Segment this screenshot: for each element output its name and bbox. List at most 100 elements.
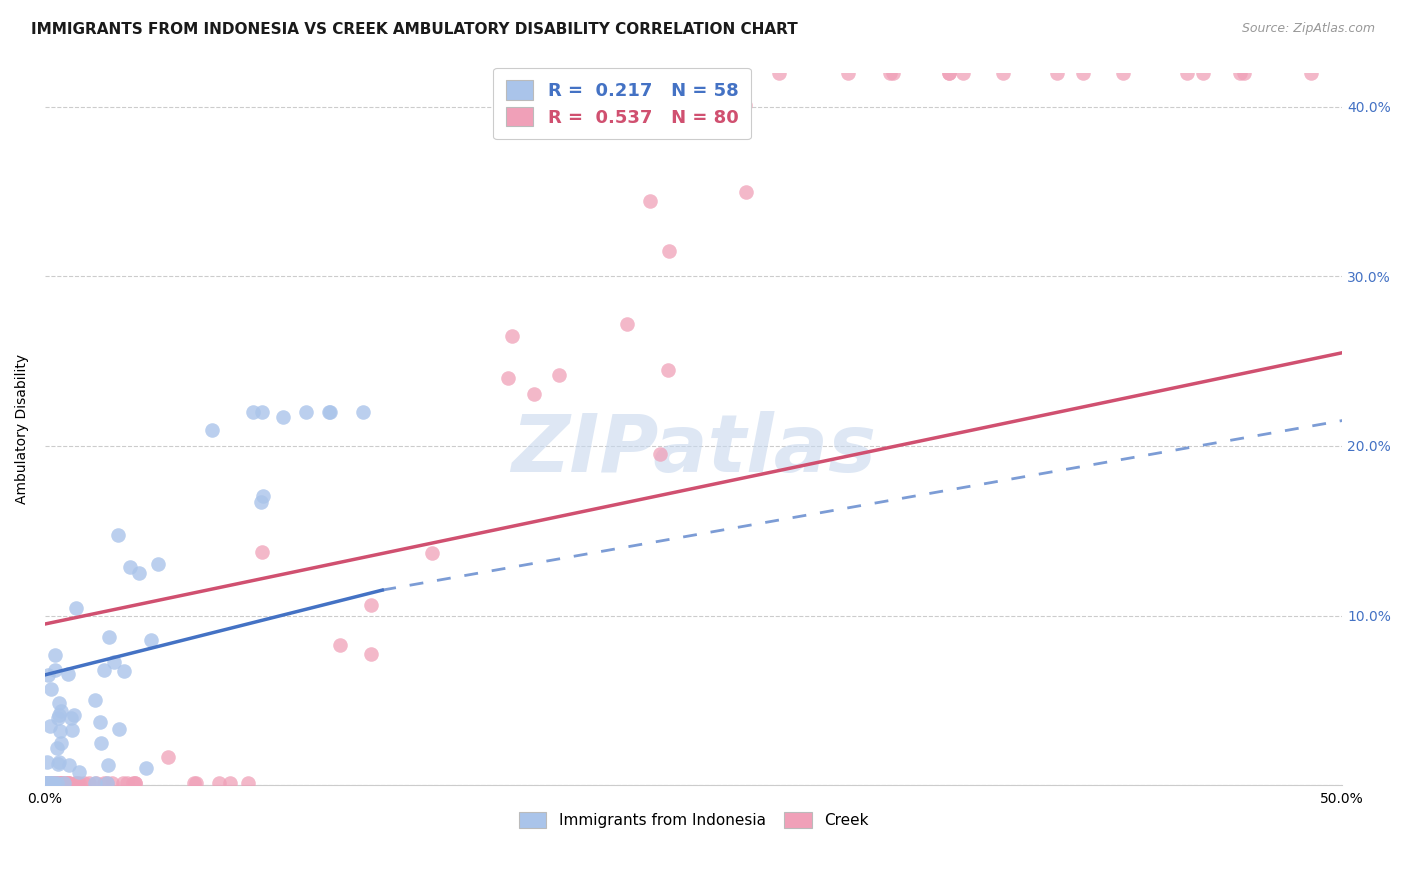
Point: [38, 776, 60, 790]
Point: [1191, 66, 1213, 80]
Point: [35, 776, 58, 790]
Point: [89, 714, 111, 729]
Point: [1112, 66, 1135, 80]
Point: [49, 776, 72, 790]
Point: [58, 776, 80, 790]
Point: [107, 722, 129, 736]
Point: [48, 757, 70, 772]
Point: [219, 776, 242, 790]
Point: [41, 682, 63, 697]
Point: [83, 776, 105, 790]
Point: [39, 776, 62, 790]
Point: [523, 387, 546, 401]
Point: [107, 528, 129, 542]
Point: [58, 776, 80, 790]
Point: [35, 756, 58, 770]
Point: [98, 630, 121, 644]
Point: [124, 776, 146, 790]
Point: [73, 776, 96, 790]
Point: [648, 447, 671, 461]
Point: [38, 776, 60, 790]
Point: [360, 647, 382, 661]
Point: [35, 776, 58, 790]
Point: [156, 750, 179, 764]
Point: [96, 776, 118, 790]
Point: [882, 66, 904, 80]
Point: [146, 557, 169, 571]
Point: [1046, 66, 1069, 80]
Point: [139, 633, 162, 648]
Point: [250, 545, 273, 559]
Point: [44, 776, 66, 790]
Point: [60, 723, 83, 738]
Point: [768, 66, 790, 80]
Text: ZIPatlas: ZIPatlas: [512, 411, 876, 490]
Point: [35, 776, 58, 790]
Legend: Immigrants from Indonesia, Creek: Immigrants from Indonesia, Creek: [513, 806, 875, 834]
Point: [1071, 66, 1094, 80]
Point: [250, 495, 273, 509]
Point: [112, 664, 135, 678]
Point: [991, 66, 1014, 80]
Point: [616, 317, 638, 331]
Point: [41, 776, 63, 790]
Point: [41, 776, 63, 790]
Point: [93, 663, 115, 677]
Point: [184, 776, 207, 790]
Point: [48, 776, 70, 790]
Point: [49, 736, 72, 750]
Point: [35, 776, 58, 790]
Point: [329, 638, 352, 652]
Point: [122, 776, 145, 790]
Point: [48, 696, 70, 710]
Point: [496, 371, 519, 385]
Point: [242, 405, 264, 419]
Point: [111, 776, 134, 790]
Point: [48, 755, 70, 769]
Point: [1177, 66, 1199, 80]
Point: [1299, 66, 1322, 80]
Point: [62, 708, 84, 723]
Point: [48, 776, 70, 790]
Point: [734, 185, 756, 199]
Point: [1229, 66, 1251, 80]
Point: [66, 776, 89, 790]
Point: [319, 405, 342, 419]
Point: [252, 489, 274, 503]
Point: [96, 758, 118, 772]
Point: [49, 723, 72, 738]
Point: [49, 776, 72, 790]
Point: [238, 776, 260, 790]
Point: [37, 668, 59, 682]
Point: [51, 776, 73, 790]
Point: [360, 598, 382, 612]
Point: [65, 776, 87, 790]
Point: [638, 194, 661, 208]
Point: [734, 98, 756, 112]
Point: [42, 776, 65, 790]
Point: [51, 704, 73, 718]
Point: [44, 664, 66, 678]
Point: [35, 776, 58, 790]
Point: [252, 405, 274, 419]
Point: [420, 546, 443, 560]
Point: [641, 90, 664, 104]
Point: [46, 776, 69, 790]
Point: [115, 776, 138, 790]
Point: [128, 566, 150, 580]
Point: [837, 66, 859, 80]
Point: [48, 708, 70, 723]
Point: [48, 776, 70, 790]
Point: [707, 66, 730, 80]
Point: [46, 741, 69, 756]
Point: [56, 667, 79, 681]
Point: [183, 776, 205, 790]
Point: [38, 776, 60, 790]
Point: [318, 405, 340, 419]
Point: [879, 66, 901, 80]
Point: [952, 66, 974, 80]
Point: [938, 66, 960, 80]
Point: [59, 711, 82, 725]
Point: [96, 776, 118, 790]
Point: [41, 776, 63, 790]
